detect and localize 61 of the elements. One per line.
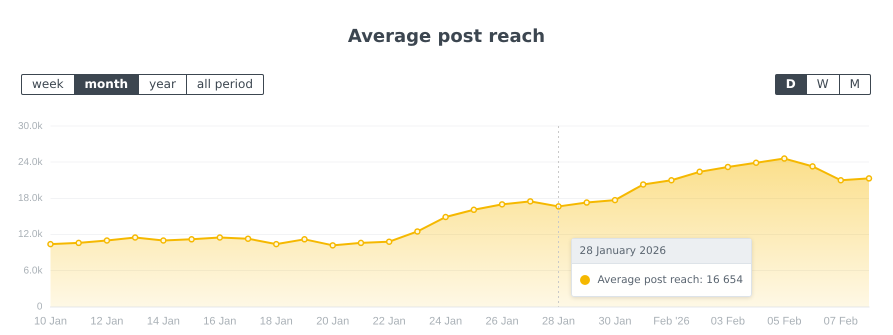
x-tick-label: 22 Jan (372, 315, 406, 328)
y-tick-label: 24.0k (18, 156, 44, 168)
x-tick-label: 14 Jan (146, 315, 180, 328)
x-tick-label: 07 Feb (824, 315, 858, 328)
x-tick-label: 12 Jan (90, 315, 124, 328)
x-tick-label: 20 Jan (316, 315, 350, 328)
point (470, 206, 478, 214)
point (583, 199, 590, 206)
point (724, 164, 732, 170)
point (216, 234, 224, 241)
point (498, 201, 506, 208)
point (668, 176, 675, 184)
point (752, 160, 760, 166)
point (809, 163, 816, 170)
point (640, 181, 646, 188)
text: D (776, 75, 806, 94)
tooltip-card: 28 January 2026 Average post reach: 16 654 (570, 238, 752, 297)
y-tick-label: 6.0k (24, 265, 44, 276)
x-tick-label: 26 Jan (486, 315, 519, 328)
text: all period (186, 75, 263, 94)
annotation: 28 January 2026 (572, 238, 752, 264)
text: month (74, 75, 138, 94)
point (75, 240, 82, 246)
text: week (31, 76, 65, 93)
point (838, 176, 844, 184)
point (273, 240, 280, 248)
y-tick-label: 30.0k (18, 120, 44, 132)
x-tick-label: 03 Feb (710, 315, 745, 328)
x-tick-label: 30 Jan (598, 315, 632, 328)
x-tick-label: 16 Jan (203, 315, 236, 328)
x-tick-label: Feb '26 (653, 315, 690, 328)
point (47, 240, 54, 248)
point (104, 237, 110, 244)
annotation: Average post reach: 16 654 (598, 274, 744, 286)
point (244, 235, 252, 242)
text: M (838, 75, 870, 94)
chart-title: Average post reach (346, 26, 546, 47)
point (414, 228, 421, 235)
point (160, 237, 167, 244)
text: W (806, 75, 839, 94)
point (442, 214, 449, 220)
point (781, 155, 788, 162)
point (132, 234, 138, 241)
point (527, 198, 534, 205)
point (301, 236, 308, 243)
x-tick-label: 28 Jan (542, 315, 576, 328)
point (188, 236, 195, 243)
x-tick-label: 18 Jan (260, 315, 293, 328)
x-tick-label: 05 Feb (767, 315, 802, 328)
point (612, 196, 618, 204)
x-tick-label: 24 Jan (429, 315, 462, 328)
point (329, 242, 336, 249)
point (696, 168, 703, 176)
point (358, 240, 364, 246)
x-tick-label: 10 Jan (34, 315, 67, 328)
y-tick-label: 0 (36, 302, 43, 313)
point (866, 175, 872, 182)
point (386, 238, 392, 245)
y-tick-label: 18.0k (18, 193, 44, 204)
y-tick-label: 12.0k (18, 229, 44, 240)
text: year (138, 75, 186, 94)
